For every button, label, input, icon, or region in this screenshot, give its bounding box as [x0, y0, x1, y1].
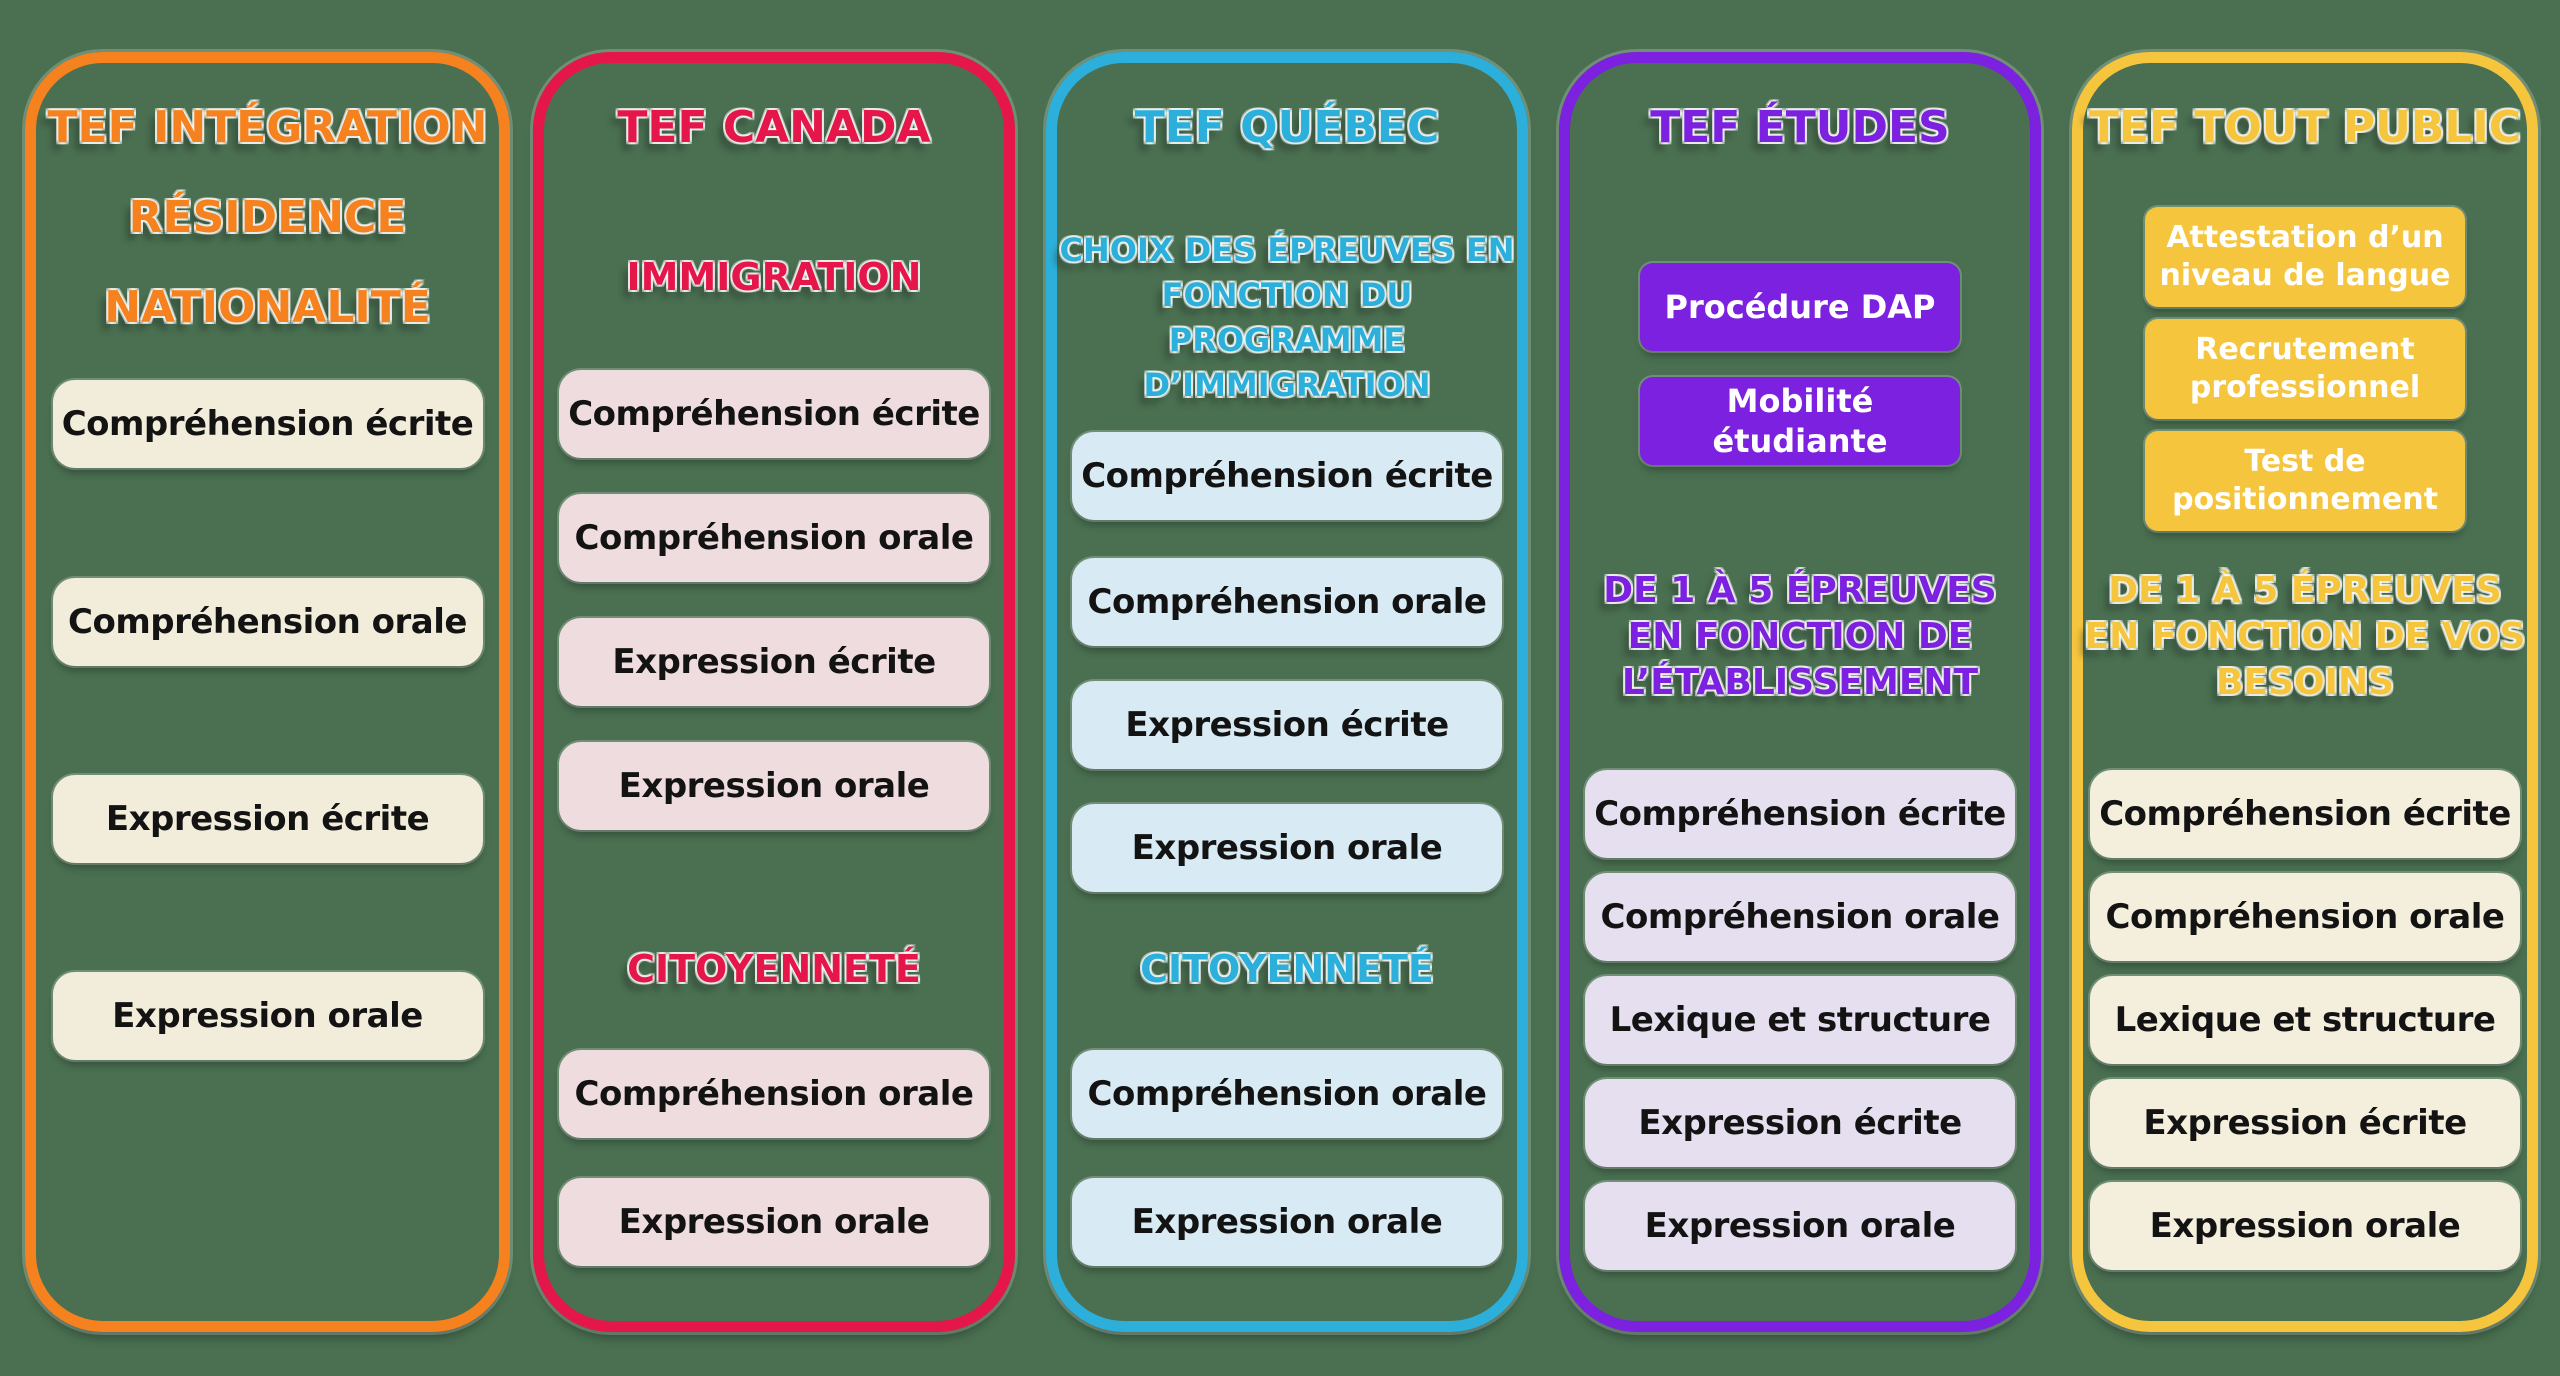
exam-chip-expression-orale: Expression orale	[1072, 1178, 1502, 1266]
option-tag-mobilite-etudiante: Mobilité étudiante	[1640, 377, 1960, 465]
exam-chip-expression-ecrite: Expression écrite	[1072, 681, 1502, 769]
section-label-citoyennete: CITOYENNETÉ	[627, 947, 921, 991]
exam-chip-comprehension-orale: Compréhension orale	[1072, 558, 1502, 646]
option-tag-recrutement-professionnel: Recrutement professionnel	[2145, 319, 2465, 419]
section-label-choix-epreuves: CHOIX DES ÉPREUVES EN FONCTION DU PROGRA…	[1059, 231, 1515, 404]
exam-chip-expression-ecrite: Expression écrite	[2090, 1079, 2520, 1167]
card-title-tef-tout-public: TEF TOUT PUBLIC	[2088, 102, 2522, 153]
exam-chip-expression-orale: Expression orale	[559, 1178, 989, 1266]
exam-chip-comprehension-ecrite: Compréhension écrite	[52, 380, 483, 468]
card-title-tef-etudes: TEF ÉTUDES	[1650, 102, 1950, 153]
card-tef-etudes: TEF ÉTUDES Procédure DAP Mobilité étudia…	[1559, 52, 2041, 1332]
section-label-immigration: IMMIGRATION	[626, 255, 922, 299]
card-tef-quebec: TEF QUÉBEC CHOIX DES ÉPREUVES EN FONCTIO…	[1046, 52, 1528, 1332]
exam-chip-comprehension-ecrite: Compréhension écrite	[1585, 770, 2015, 858]
exam-chip-expression-ecrite: Expression écrite	[559, 618, 989, 706]
option-tag-test-positionnement: Test de positionnement	[2145, 431, 2465, 531]
exam-chip-expression-ecrite: Expression écrite	[52, 775, 483, 863]
option-tag-attestation-niveau: Attestation d’un niveau de langue	[2145, 207, 2465, 307]
exam-chip-expression-orale: Expression orale	[2090, 1182, 2520, 1270]
card-title-tef-canada: TEF CANADA	[617, 102, 931, 153]
exam-chip-expression-ecrite: Expression écrite	[1585, 1079, 2015, 1167]
card-tef-integration: TEF INTÉGRATION RÉSIDENCE NATIONALITÉ Co…	[25, 52, 510, 1332]
note-epreuves-etablissement: DE 1 À 5 ÉPREUVES EN FONCTION DE L’ÉTABL…	[1603, 570, 1997, 703]
option-tag-procedure-dap: Procédure DAP	[1640, 263, 1960, 351]
exam-chip-comprehension-ecrite: Compréhension écrite	[2090, 770, 2520, 858]
exam-chip-expression-orale: Expression orale	[1072, 804, 1502, 892]
exam-chip-comprehension-orale: Compréhension orale	[2090, 873, 2520, 961]
card-tef-tout-public: TEF TOUT PUBLIC Attestation d’un niveau …	[2072, 52, 2538, 1332]
exam-chip-comprehension-orale: Compréhension orale	[52, 578, 483, 666]
exam-chip-expression-orale: Expression orale	[52, 972, 483, 1060]
exam-chip-lexique-structure: Lexique et structure	[2090, 976, 2520, 1064]
exam-chip-lexique-structure: Lexique et structure	[1585, 976, 2015, 1064]
exam-chip-comprehension-orale: Compréhension orale	[559, 494, 989, 582]
exam-chip-expression-orale: Expression orale	[1585, 1182, 2015, 1270]
exam-chip-expression-orale: Expression orale	[559, 742, 989, 830]
card-title-tef-quebec: TEF QUÉBEC	[1134, 102, 1440, 153]
section-label-citoyennete: CITOYENNETÉ	[1140, 947, 1434, 991]
card-tef-canada: TEF CANADA IMMIGRATION Compréhension écr…	[533, 52, 1015, 1332]
exam-chip-comprehension-orale: Compréhension orale	[1072, 1050, 1502, 1138]
card-title-tef-integration: TEF INTÉGRATION RÉSIDENCE NATIONALITÉ	[47, 102, 488, 333]
exam-chip-comprehension-orale: Compréhension orale	[1585, 873, 2015, 961]
exam-chip-comprehension-ecrite: Compréhension écrite	[1072, 432, 1502, 520]
exam-chip-comprehension-orale: Compréhension orale	[559, 1050, 989, 1138]
exam-chip-comprehension-ecrite: Compréhension écrite	[559, 370, 989, 458]
note-epreuves-besoins: DE 1 À 5 ÉPREUVES EN FONCTION DE VOS BES…	[2084, 570, 2526, 703]
